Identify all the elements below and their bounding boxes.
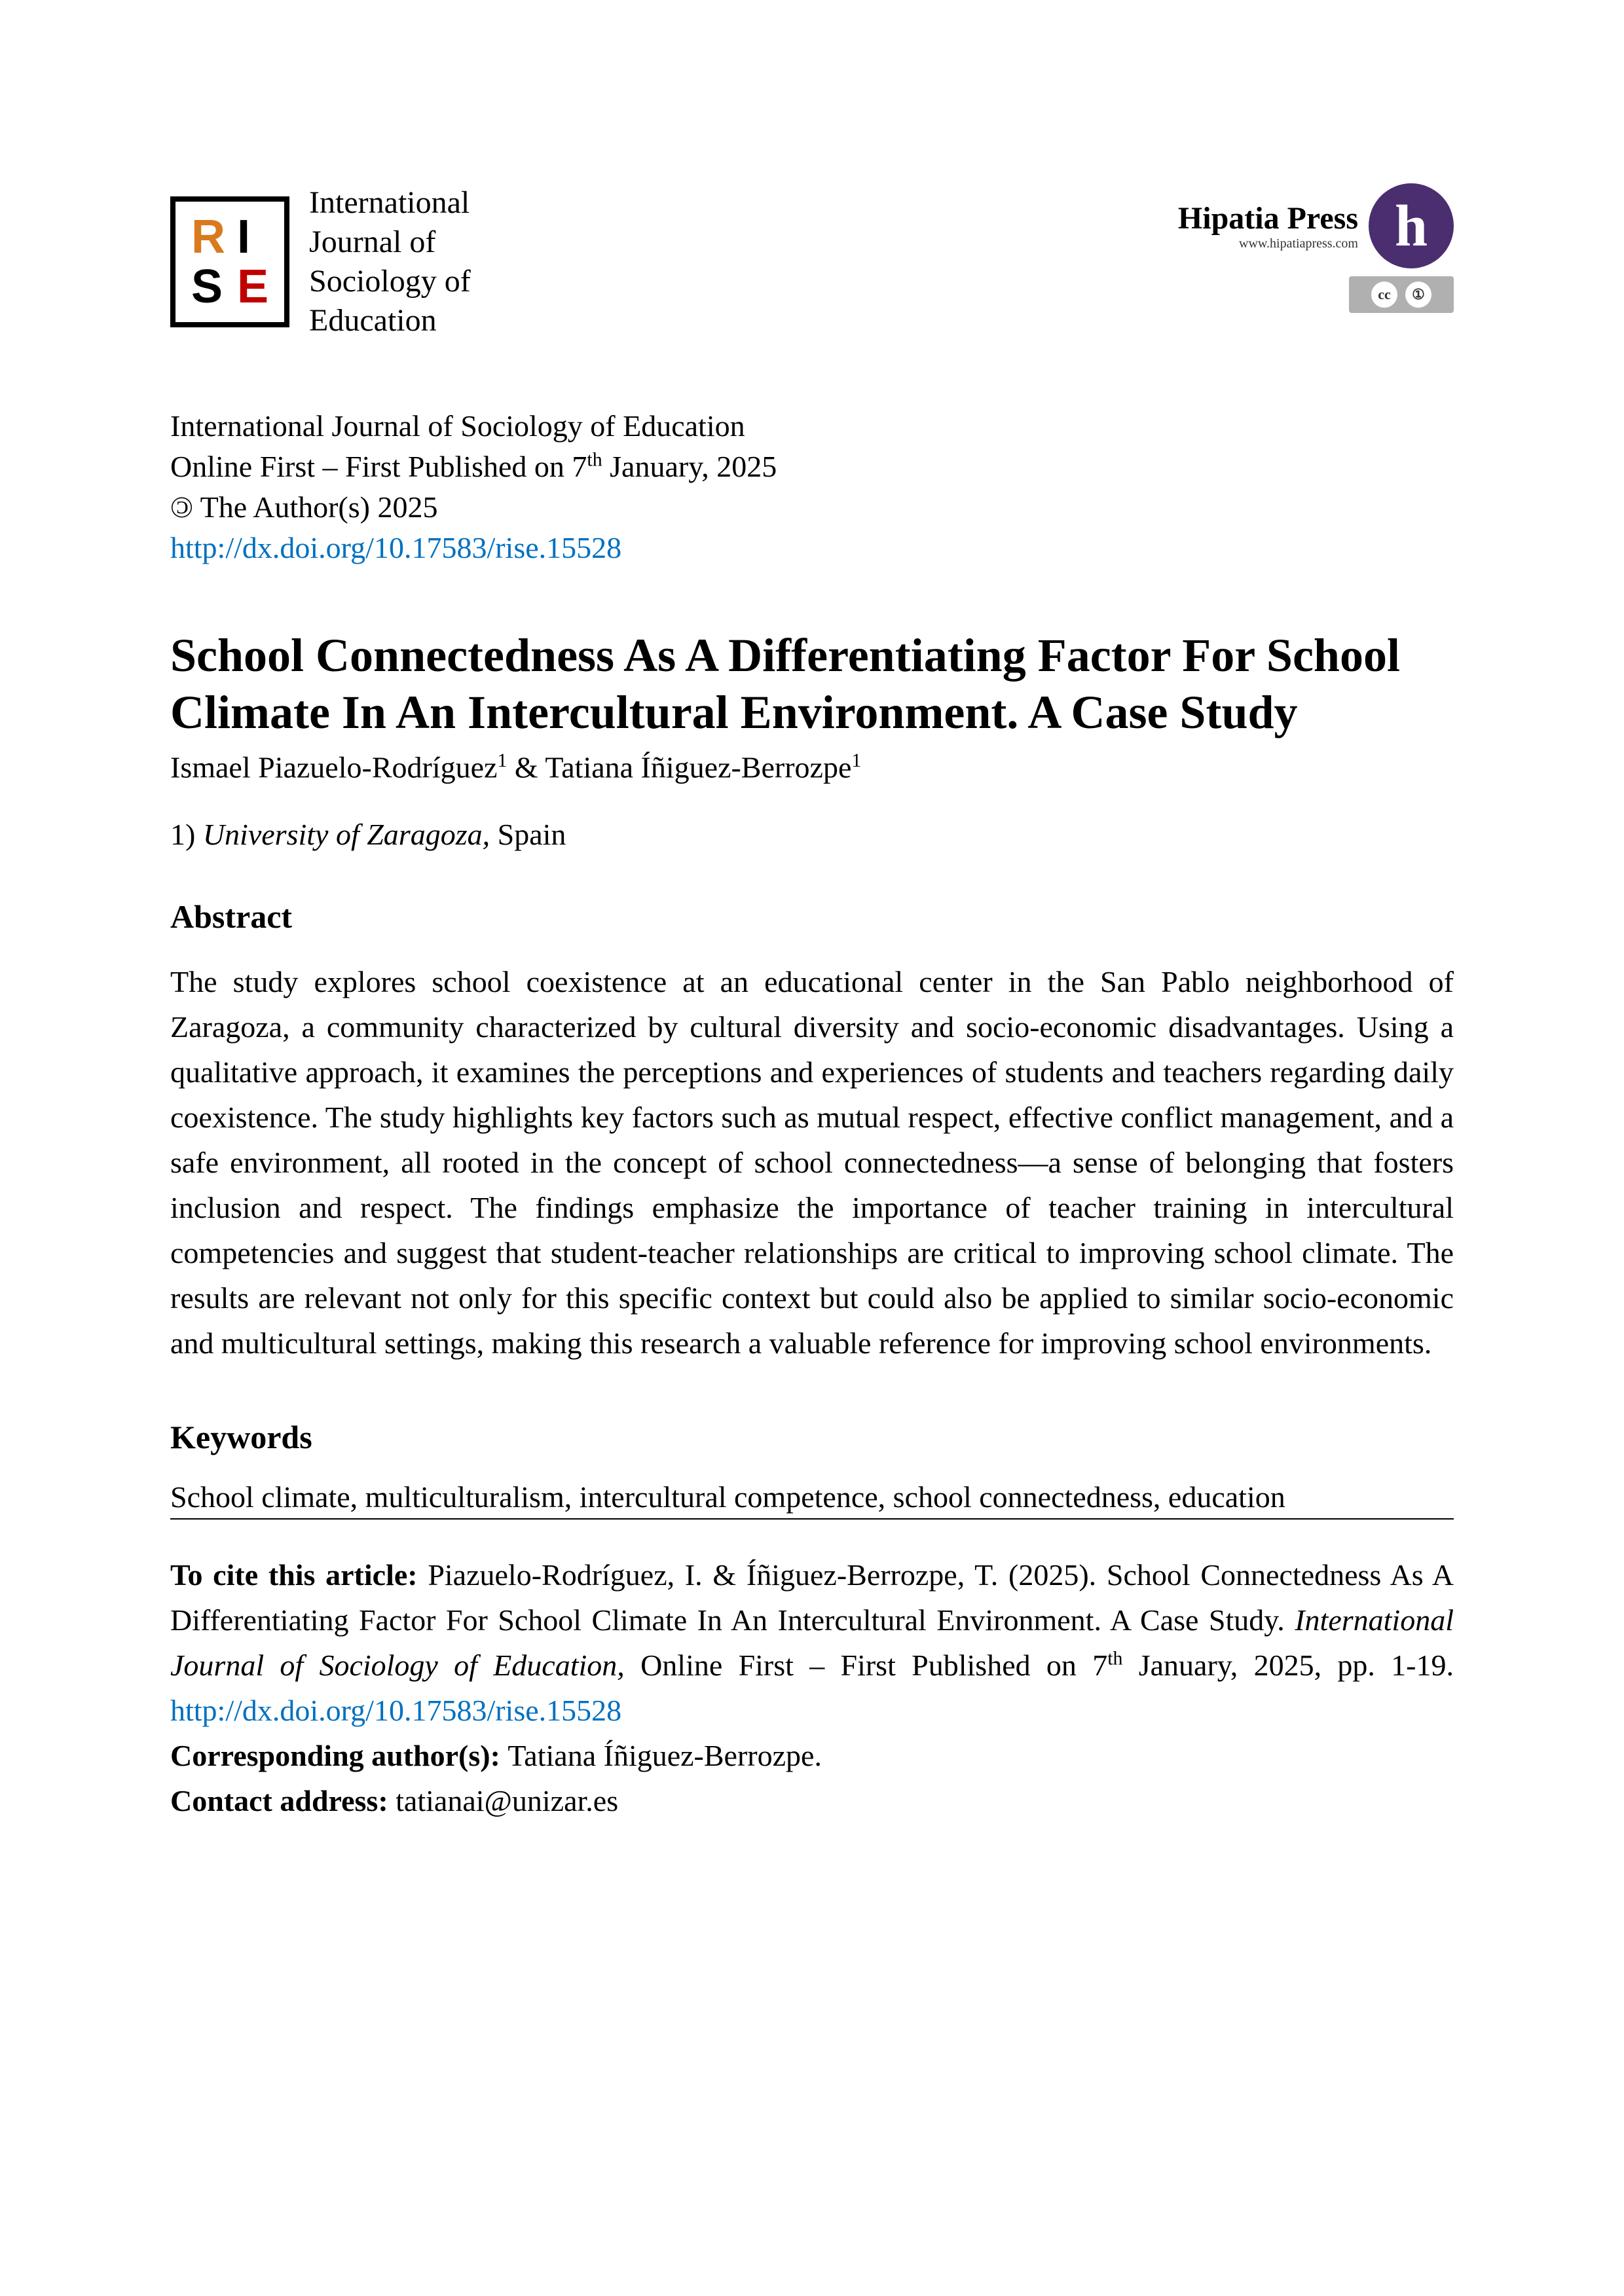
header-logos: R I S E International Journal of Sociolo… bbox=[170, 183, 1454, 340]
rise-letter-e: E bbox=[237, 263, 268, 310]
cc-icon: cc bbox=[1371, 282, 1397, 308]
copyright-line: © The Author(s) 2025 bbox=[170, 487, 1454, 528]
copyright-text: The Author(s) 2025 bbox=[193, 490, 438, 524]
affiliation-number: 1) bbox=[170, 818, 195, 851]
pub-date-prefix: Online First – First Published on 7 bbox=[170, 450, 587, 483]
keywords-heading: Keywords bbox=[170, 1418, 1454, 1456]
cc-by-icon: ① bbox=[1405, 282, 1431, 308]
publisher-logo: Hipatia Press www.hipatiapress.com h cc … bbox=[1178, 183, 1454, 313]
pub-date-line: Online First – First Published on 7th Ja… bbox=[170, 446, 1454, 487]
publication-meta: International Journal of Sociology of Ed… bbox=[170, 406, 1454, 568]
article-title: School Connectedness As A Differentiatin… bbox=[170, 627, 1454, 740]
cite-doi-link[interactable]: http://dx.doi.org/10.17583/rise.15528 bbox=[170, 1694, 621, 1727]
corresponding-author-line: Corresponding author(s): Tatiana Íñiguez… bbox=[170, 1733, 1454, 1778]
contact-email: tatianai@unizar.es bbox=[396, 1784, 618, 1817]
citation-block: To cite this article: Piazuelo-Rodríguez… bbox=[170, 1552, 1454, 1823]
affiliation: 1) University of Zaragoza, Spain bbox=[170, 817, 1454, 852]
journal-name: International Journal of Sociology of Ed… bbox=[309, 183, 471, 340]
journal-logo: R I S E International Journal of Sociolo… bbox=[170, 183, 471, 340]
doi-link[interactable]: http://dx.doi.org/10.17583/rise.15528 bbox=[170, 531, 621, 564]
copyleft-icon: © bbox=[170, 487, 193, 528]
affiliation-country: Spain bbox=[490, 818, 566, 851]
rise-logo-box: R I S E bbox=[170, 196, 289, 327]
keywords-text: School climate, multiculturalism, interc… bbox=[170, 1480, 1454, 1520]
corr-label: Corresponding author(s): bbox=[170, 1739, 507, 1772]
author-name: Tatiana Íñiguez-Berrozpe bbox=[545, 750, 851, 784]
rise-letter-i: I bbox=[237, 213, 268, 261]
keywords-block: Keywords School climate, multiculturalis… bbox=[170, 1418, 1454, 1520]
abstract-text: The study explores school coexistence at… bbox=[170, 959, 1454, 1366]
cite-text: January, 2025, pp. 1-19. bbox=[1122, 1649, 1454, 1682]
rise-letter-r: R bbox=[191, 213, 225, 261]
journal-name-line: Education bbox=[309, 301, 471, 340]
cite-text: Online First – First Published on 7 bbox=[640, 1649, 1107, 1682]
cite-label: To cite this article: bbox=[170, 1558, 428, 1592]
corr-name: Tatiana Íñiguez-Berrozpe. bbox=[507, 1739, 822, 1772]
author-separator: & bbox=[507, 750, 545, 784]
cite-ordinal: th bbox=[1107, 1648, 1122, 1669]
contact-line: Contact address: tatianai@unizar.es bbox=[170, 1778, 1454, 1823]
journal-name-line: Journal of bbox=[309, 223, 471, 262]
authors: Ismael Piazuelo-Rodríguez1 & Tatiana Íñi… bbox=[170, 750, 1454, 784]
contact-label: Contact address: bbox=[170, 1784, 396, 1817]
pub-date-suffix: January, 2025 bbox=[602, 450, 777, 483]
journal-name-line: International bbox=[309, 183, 471, 223]
author-affiliation-marker: 1 bbox=[497, 750, 507, 771]
rise-letter-s: S bbox=[191, 263, 225, 310]
author-affiliation-marker: 1 bbox=[851, 750, 861, 771]
citation-line: To cite this article: Piazuelo-Rodríguez… bbox=[170, 1552, 1454, 1733]
author-name: Ismael Piazuelo-Rodríguez bbox=[170, 750, 497, 784]
abstract-heading: Abstract bbox=[170, 898, 1454, 936]
publisher-h-icon: h bbox=[1369, 183, 1454, 268]
publisher-name: Hipatia Press bbox=[1178, 200, 1358, 236]
cc-license-badge: cc ① bbox=[1349, 276, 1454, 313]
publisher-url: www.hipatiapress.com bbox=[1178, 236, 1358, 251]
affiliation-institution: University of Zaragoza, bbox=[203, 818, 490, 851]
pub-date-ordinal: th bbox=[587, 449, 602, 471]
journal-name-line: Sociology of bbox=[309, 262, 471, 301]
journal-title-line: International Journal of Sociology of Ed… bbox=[170, 406, 1454, 446]
